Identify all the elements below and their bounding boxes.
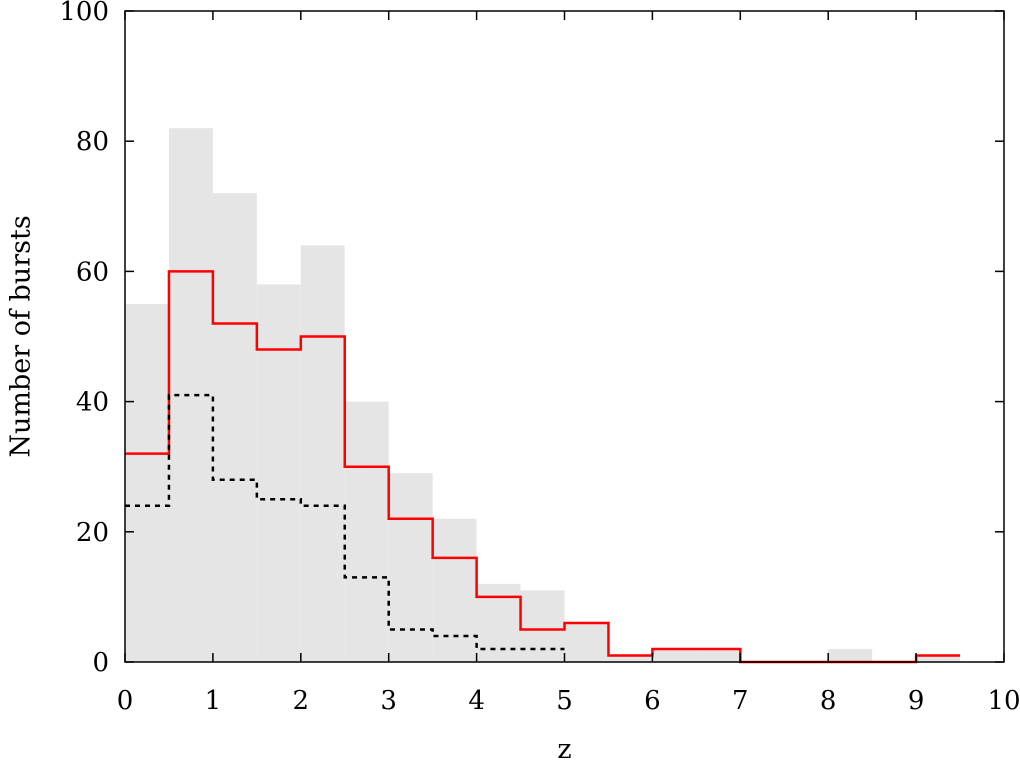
histogram-bar [828,648,873,662]
x-tick-label: 9 [908,686,925,716]
y-tick-label: 60 [76,257,109,287]
histogram-bar [608,655,653,662]
plot-frame [124,10,1005,663]
histogram-bar [652,648,697,662]
y-tick-label: 0 [92,648,109,678]
y-tick-label: 100 [59,0,109,27]
histogram-bar [300,245,345,663]
x-tick-label: 4 [468,686,485,716]
dashed-step-line [125,393,565,651]
histogram-bar [432,518,477,662]
x-tick-label: 5 [556,686,573,716]
histogram-bar [125,303,169,662]
histogram-bar [388,473,433,662]
x-tick-label: 0 [117,686,134,716]
x-tick-label: 8 [820,686,837,716]
histogram-bar [344,401,389,662]
x-tick-label: 10 [987,686,1020,716]
y-tick-label: 80 [76,127,109,157]
x-tick-label: 1 [205,686,222,716]
y-axis-title: Number of bursts [6,215,37,457]
x-tick-label: 2 [293,686,310,716]
histogram-bar [564,622,609,662]
x-tick-label: 6 [644,686,661,716]
histogram-bar [916,655,961,662]
histogram-bar [520,590,565,662]
histogram-bar [256,284,301,662]
y-tick-label: 40 [76,388,109,418]
x-tick-label: 3 [380,686,397,716]
x-axis-title: z [557,734,571,765]
plot-area [125,128,961,664]
histogram-bar [696,648,741,662]
histogram-bar [476,583,521,662]
histogram-bar [212,193,257,662]
x-tick-label: 7 [732,686,749,716]
y-tick-label: 20 [76,518,109,548]
